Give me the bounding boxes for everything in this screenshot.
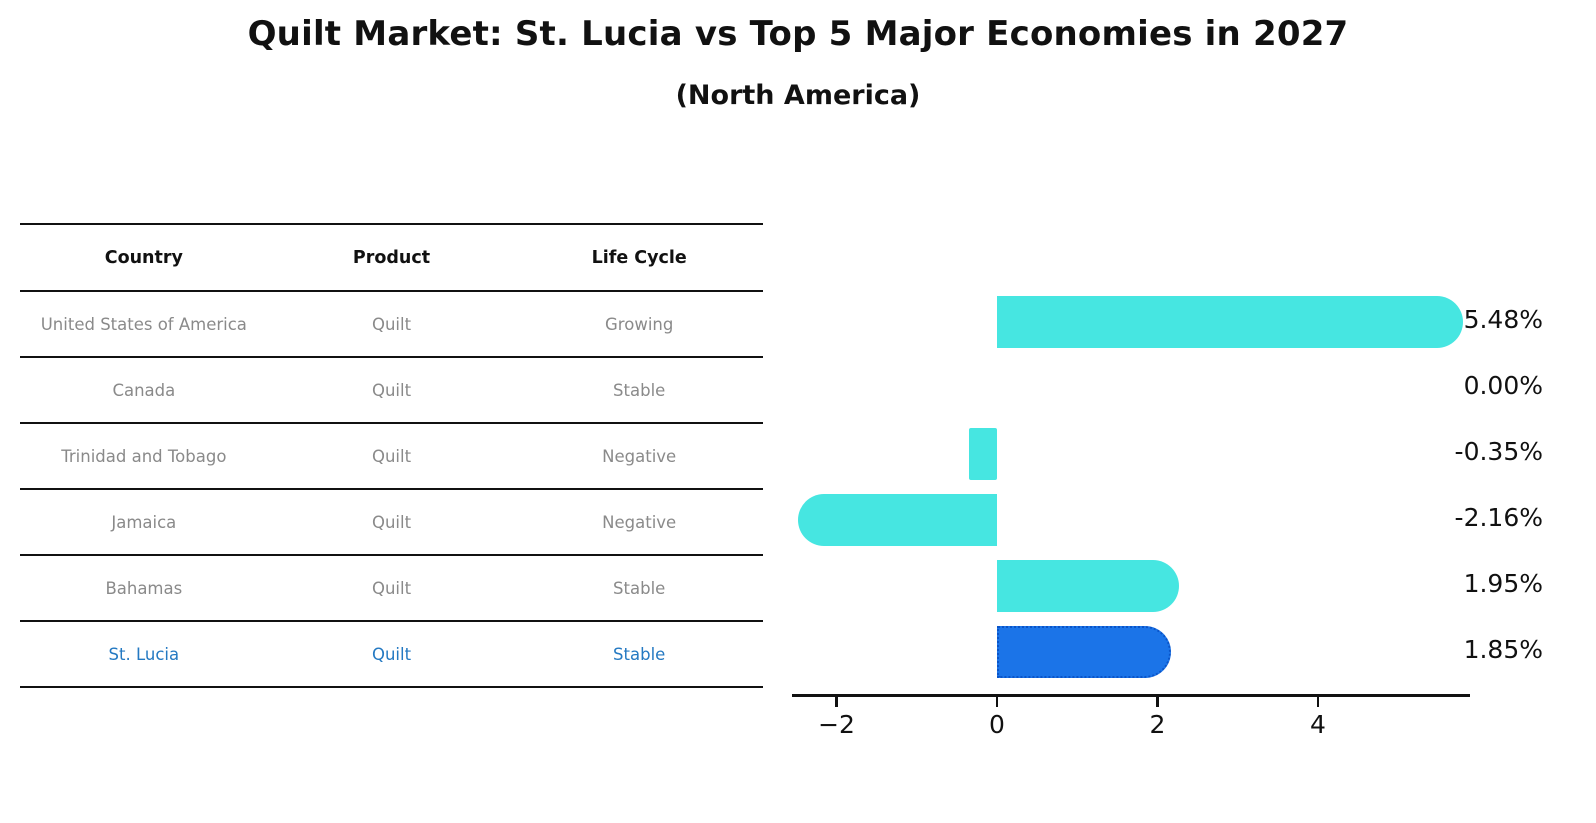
x-tick-mark xyxy=(835,696,838,707)
x-tick-label: 4 xyxy=(1310,710,1326,739)
table-cell-product: Quilt xyxy=(371,512,412,532)
value-label: -0.35% xyxy=(1454,437,1543,466)
table-cell-life-cycle: Stable xyxy=(613,644,666,664)
table-row: Trinidad and Tobago Quilt Negative xyxy=(20,424,763,490)
value-label: 5.48% xyxy=(1463,305,1543,334)
value-label: 1.85% xyxy=(1463,635,1543,664)
x-axis-line xyxy=(792,694,1470,697)
table-cell-product: Quilt xyxy=(371,578,412,598)
table-row: Bahamas Quilt Stable xyxy=(20,556,763,622)
table-cell-country: Trinidad and Tobago xyxy=(61,446,227,466)
table-cell-country: Canada xyxy=(112,380,176,400)
table-row: Jamaica Quilt Negative xyxy=(20,490,763,556)
x-tick-mark xyxy=(1156,696,1159,707)
value-label: 1.95% xyxy=(1463,569,1543,598)
table-cell-product: Quilt xyxy=(371,644,412,664)
table-row: United States of America Quilt Growing xyxy=(20,292,763,358)
bar-3 xyxy=(797,494,997,546)
country-table: Country Product Life Cycle United States… xyxy=(20,223,763,688)
table-cell-life-cycle: Growing xyxy=(605,314,674,334)
column-header-life-cycle: Life Cycle xyxy=(591,247,687,268)
x-tick-label: 0 xyxy=(989,710,1005,739)
table-cell-life-cycle: Negative xyxy=(602,446,677,466)
table-cell-life-cycle: Stable xyxy=(613,578,666,598)
page-title: Quilt Market: St. Lucia vs Top 5 Major E… xyxy=(247,14,1349,54)
table-row: St. Lucia Quilt Stable xyxy=(20,622,763,688)
table-cell-country: Jamaica xyxy=(111,512,177,532)
table-cell-product: Quilt xyxy=(371,380,412,400)
value-label: -2.16% xyxy=(1454,503,1543,532)
column-header-country: Country xyxy=(104,247,183,268)
table-cell-product: Quilt xyxy=(371,446,412,466)
value-label: 0.00% xyxy=(1463,371,1543,400)
x-tick-label: −2 xyxy=(818,710,855,739)
bar-0 xyxy=(997,296,1463,348)
table-row: Canada Quilt Stable xyxy=(20,358,763,424)
page-subtitle: (North America) xyxy=(675,80,921,111)
x-tick-label: 2 xyxy=(1149,710,1166,739)
bar-2 xyxy=(968,428,997,480)
table-cell-life-cycle: Negative xyxy=(602,512,677,532)
bar-highlight-5 xyxy=(997,626,1172,678)
x-tick-mark xyxy=(995,696,999,707)
table-cell-country: Bahamas xyxy=(105,578,183,598)
table-cell-product: Quilt xyxy=(371,314,412,334)
table-cell-country: St. Lucia xyxy=(108,644,180,664)
table-cell-country: United States of America xyxy=(40,314,247,334)
column-header-product: Product xyxy=(352,247,431,268)
table-cell-life-cycle: Stable xyxy=(613,380,666,400)
bar-4 xyxy=(997,560,1180,612)
x-tick-mark xyxy=(1316,696,1320,707)
table-header-row: Country Product Life Cycle xyxy=(20,225,763,292)
